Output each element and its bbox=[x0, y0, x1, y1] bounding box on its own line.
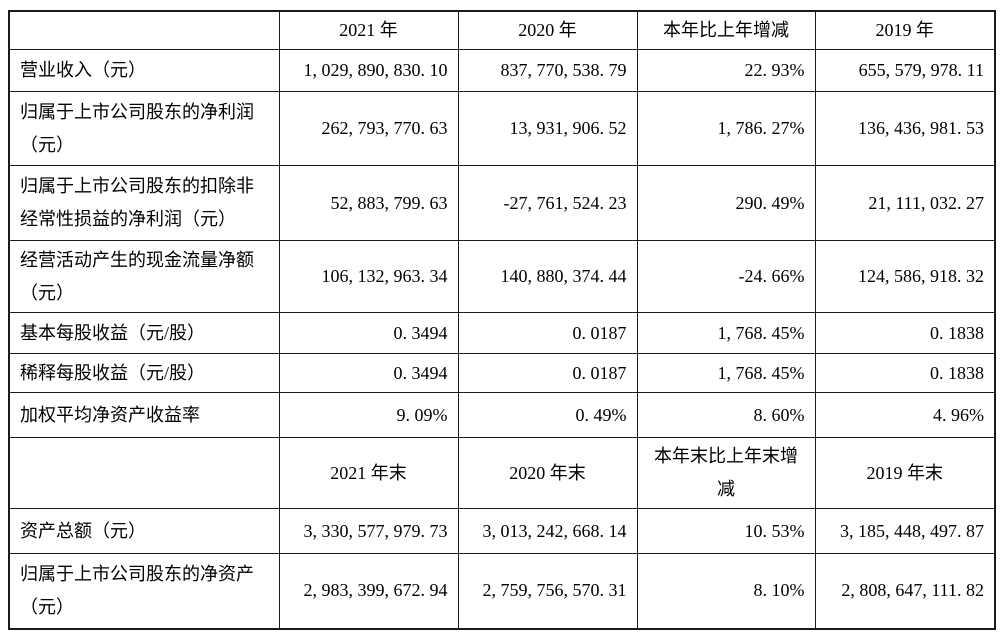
value-2021-cell: 2, 983, 399, 672. 94 bbox=[278, 553, 459, 629]
value-2020-cell: 2, 759, 756, 570. 31 bbox=[457, 553, 638, 629]
table-row-revenue: 营业收入（元） 1, 029, 890, 830. 10 837, 770, 5… bbox=[8, 49, 996, 92]
table-row-diluted-eps: 稀释每股收益（元/股） 0. 3494 0. 0187 1, 768. 45% … bbox=[8, 353, 996, 393]
header-2020-cell: 2020 年 bbox=[457, 10, 638, 50]
value-2020-cell: 13, 931, 906. 52 bbox=[457, 91, 638, 166]
value-2019-cell: 2, 808, 647, 111. 82 bbox=[814, 553, 996, 629]
table-row-net-profit-deducted: 归属于上市公司股东的扣除非经常性损益的净利润（元） 52, 883, 799. … bbox=[8, 165, 996, 241]
value-2019-cell: 136, 436, 981. 53 bbox=[814, 91, 996, 166]
value-2019-cell: 655, 579, 978. 11 bbox=[814, 49, 996, 92]
value-yoy-cell: 8. 60% bbox=[636, 392, 816, 438]
value-2019-cell: 124, 586, 918. 32 bbox=[814, 240, 996, 313]
header-2019-cell: 2019 年 bbox=[814, 10, 996, 50]
value-2020-cell: 837, 770, 538. 79 bbox=[457, 49, 638, 92]
value-2021-cell: 0. 3494 bbox=[278, 312, 459, 354]
row-label-cell: 归属于上市公司股东的净资产（元） bbox=[8, 553, 280, 629]
row-label-cell: 稀释每股收益（元/股） bbox=[8, 353, 280, 393]
value-2020-cell: -27, 761, 524. 23 bbox=[457, 165, 638, 241]
value-2020-cell: 0. 0187 bbox=[457, 312, 638, 354]
value-2021-cell: 52, 883, 799. 63 bbox=[278, 165, 459, 241]
table-row-total-assets: 资产总额（元） 3, 330, 577, 979. 73 3, 013, 242… bbox=[8, 508, 996, 554]
value-2021-cell: 1, 029, 890, 830. 10 bbox=[278, 49, 459, 92]
value-yoy-cell: 290. 49% bbox=[636, 165, 816, 241]
row-label-cell: 经营活动产生的现金流量净额（元） bbox=[8, 240, 280, 313]
value-2021-cell: 106, 132, 963. 34 bbox=[278, 240, 459, 313]
value-2021-cell: 0. 3494 bbox=[278, 353, 459, 393]
financial-summary-table: 2021 年 2020 年 本年比上年增减 2019 年 营业收入（元） 1, … bbox=[8, 10, 996, 630]
header-2020-eoy-cell: 2020 年末 bbox=[457, 437, 638, 509]
value-2019-cell: 3, 185, 448, 497. 87 bbox=[814, 508, 996, 554]
value-2020-cell: 0. 0187 bbox=[457, 353, 638, 393]
yearend-header-row: 2021 年末 2020 年末 本年末比上年末增减 2019 年末 bbox=[8, 437, 996, 509]
value-2019-cell: 4. 96% bbox=[814, 392, 996, 438]
row-label-cell: 营业收入（元） bbox=[8, 49, 280, 92]
value-2019-cell: 0. 1838 bbox=[814, 312, 996, 354]
value-yoy-cell: -24. 66% bbox=[636, 240, 816, 313]
table-row-net-assets: 归属于上市公司股东的净资产（元） 2, 983, 399, 672. 94 2,… bbox=[8, 553, 996, 629]
value-2021-cell: 9. 09% bbox=[278, 392, 459, 438]
value-2020-cell: 3, 013, 242, 668. 14 bbox=[457, 508, 638, 554]
value-2021-cell: 262, 793, 770. 63 bbox=[278, 91, 459, 166]
period-header-row: 2021 年 2020 年 本年比上年增减 2019 年 bbox=[8, 10, 996, 50]
row-label-cell: 资产总额（元） bbox=[8, 508, 280, 554]
value-yoy-cell: 22. 93% bbox=[636, 49, 816, 92]
value-2020-cell: 140, 880, 374. 44 bbox=[457, 240, 638, 313]
table-row-operating-cash-flow: 经营活动产生的现金流量净额（元） 106, 132, 963. 34 140, … bbox=[8, 240, 996, 313]
header-blank-cell bbox=[8, 437, 280, 509]
table-row-net-profit: 归属于上市公司股东的净利润（元） 262, 793, 770. 63 13, 9… bbox=[8, 91, 996, 166]
row-label-cell: 基本每股收益（元/股） bbox=[8, 312, 280, 354]
header-blank-cell bbox=[8, 10, 280, 50]
header-eoy-yoy-cell: 本年末比上年末增减 bbox=[636, 437, 816, 509]
value-yoy-cell: 8. 10% bbox=[636, 553, 816, 629]
value-2019-cell: 0. 1838 bbox=[814, 353, 996, 393]
table-row-weighted-roe: 加权平均净资产收益率 9. 09% 0. 49% 8. 60% 4. 96% bbox=[8, 392, 996, 438]
table-row-basic-eps: 基本每股收益（元/股） 0. 3494 0. 0187 1, 768. 45% … bbox=[8, 312, 996, 354]
value-2019-cell: 21, 111, 032. 27 bbox=[814, 165, 996, 241]
value-yoy-cell: 1, 768. 45% bbox=[636, 312, 816, 354]
row-label-cell: 归属于上市公司股东的净利润（元） bbox=[8, 91, 280, 166]
value-2020-cell: 0. 49% bbox=[457, 392, 638, 438]
value-2021-cell: 3, 330, 577, 979. 73 bbox=[278, 508, 459, 554]
value-yoy-cell: 1, 768. 45% bbox=[636, 353, 816, 393]
header-2019-eoy-cell: 2019 年末 bbox=[814, 437, 996, 509]
value-yoy-cell: 1, 786. 27% bbox=[636, 91, 816, 166]
value-yoy-cell: 10. 53% bbox=[636, 508, 816, 554]
header-2021-eoy-cell: 2021 年末 bbox=[278, 437, 459, 509]
row-label-cell: 加权平均净资产收益率 bbox=[8, 392, 280, 438]
header-yoy-cell: 本年比上年增减 bbox=[636, 10, 816, 50]
header-2021-cell: 2021 年 bbox=[278, 10, 459, 50]
row-label-cell: 归属于上市公司股东的扣除非经常性损益的净利润（元） bbox=[8, 165, 280, 241]
